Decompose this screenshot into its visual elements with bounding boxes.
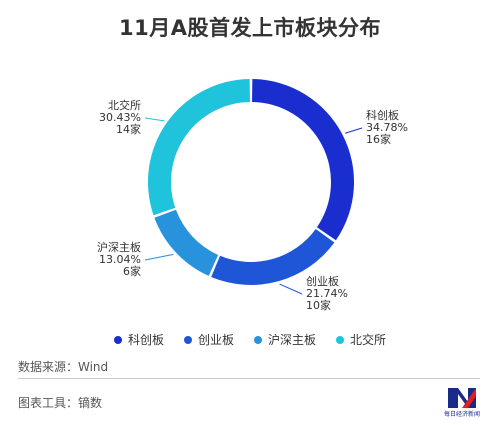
logo-caption: 每日经济新闻 xyxy=(443,411,480,418)
legend-dot-icon xyxy=(254,335,262,344)
legend-label: 沪深主板 xyxy=(268,333,317,347)
slice-percent-label: 21.74% xyxy=(306,287,348,300)
slice-category-label: 科创板 xyxy=(366,108,399,122)
donut-slice-4 xyxy=(148,79,250,216)
chart-title: 11月A股首发上市板块分布 xyxy=(119,16,381,40)
legend: 科创板 创业板 沪深主板 北交所 xyxy=(0,331,500,348)
slice-count-label: 10家 xyxy=(306,298,331,312)
legend-dot-icon xyxy=(183,335,192,344)
slice-category-label: 北交所 xyxy=(108,98,141,112)
legend-dot-icon xyxy=(113,335,122,344)
slice-count-label: 6家 xyxy=(123,264,141,278)
leader-lines xyxy=(144,117,363,295)
legend-label: 北交所 xyxy=(350,333,387,347)
legend-item: 北交所 xyxy=(336,331,386,348)
donut-slices xyxy=(148,79,354,285)
chart-tool: 图表工具：镝数 xyxy=(18,396,103,410)
slice-count-label: 16家 xyxy=(366,132,391,146)
leader-line-3 xyxy=(144,253,174,261)
leader-line-4 xyxy=(144,117,165,122)
slice-category-label: 沪深主板 xyxy=(97,240,141,254)
slice-percent-label: 13.04% xyxy=(99,253,141,266)
legend-dot-icon xyxy=(336,335,345,344)
leader-line-2 xyxy=(279,283,303,295)
leader-line-1 xyxy=(344,127,363,134)
legend-item: 创业板 xyxy=(183,331,234,348)
legend-label: 创业板 xyxy=(197,333,234,347)
slice-category-label: 创业板 xyxy=(306,274,339,288)
nbd-logo-icon xyxy=(446,386,478,408)
donut-slice-2 xyxy=(211,228,335,285)
data-source: 数据来源：Wind xyxy=(18,360,109,374)
slice-count-label: 14家 xyxy=(116,122,141,136)
legend-item: 沪深主板 xyxy=(254,331,316,348)
legend-item: 科创板 xyxy=(113,331,164,348)
donut-slice-3 xyxy=(154,209,219,276)
slice-percent-label: 30.43% xyxy=(99,111,141,124)
donut-slice-1 xyxy=(252,79,354,241)
slice-percent-label: 34.78% xyxy=(366,121,408,134)
footer-divider xyxy=(18,378,480,379)
legend-label: 科创板 xyxy=(127,333,164,347)
